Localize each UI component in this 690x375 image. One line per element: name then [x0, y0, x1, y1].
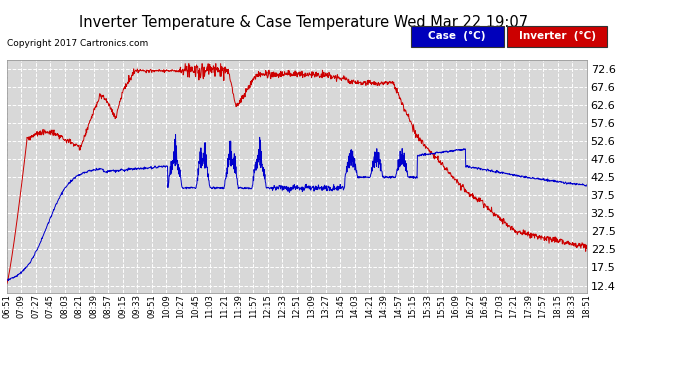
Text: Inverter  (°C): Inverter (°C) [519, 31, 595, 41]
Text: Inverter Temperature & Case Temperature Wed Mar 22 19:07: Inverter Temperature & Case Temperature … [79, 15, 528, 30]
Text: Case  (°C): Case (°C) [428, 31, 486, 41]
Text: Copyright 2017 Cartronics.com: Copyright 2017 Cartronics.com [7, 39, 148, 48]
